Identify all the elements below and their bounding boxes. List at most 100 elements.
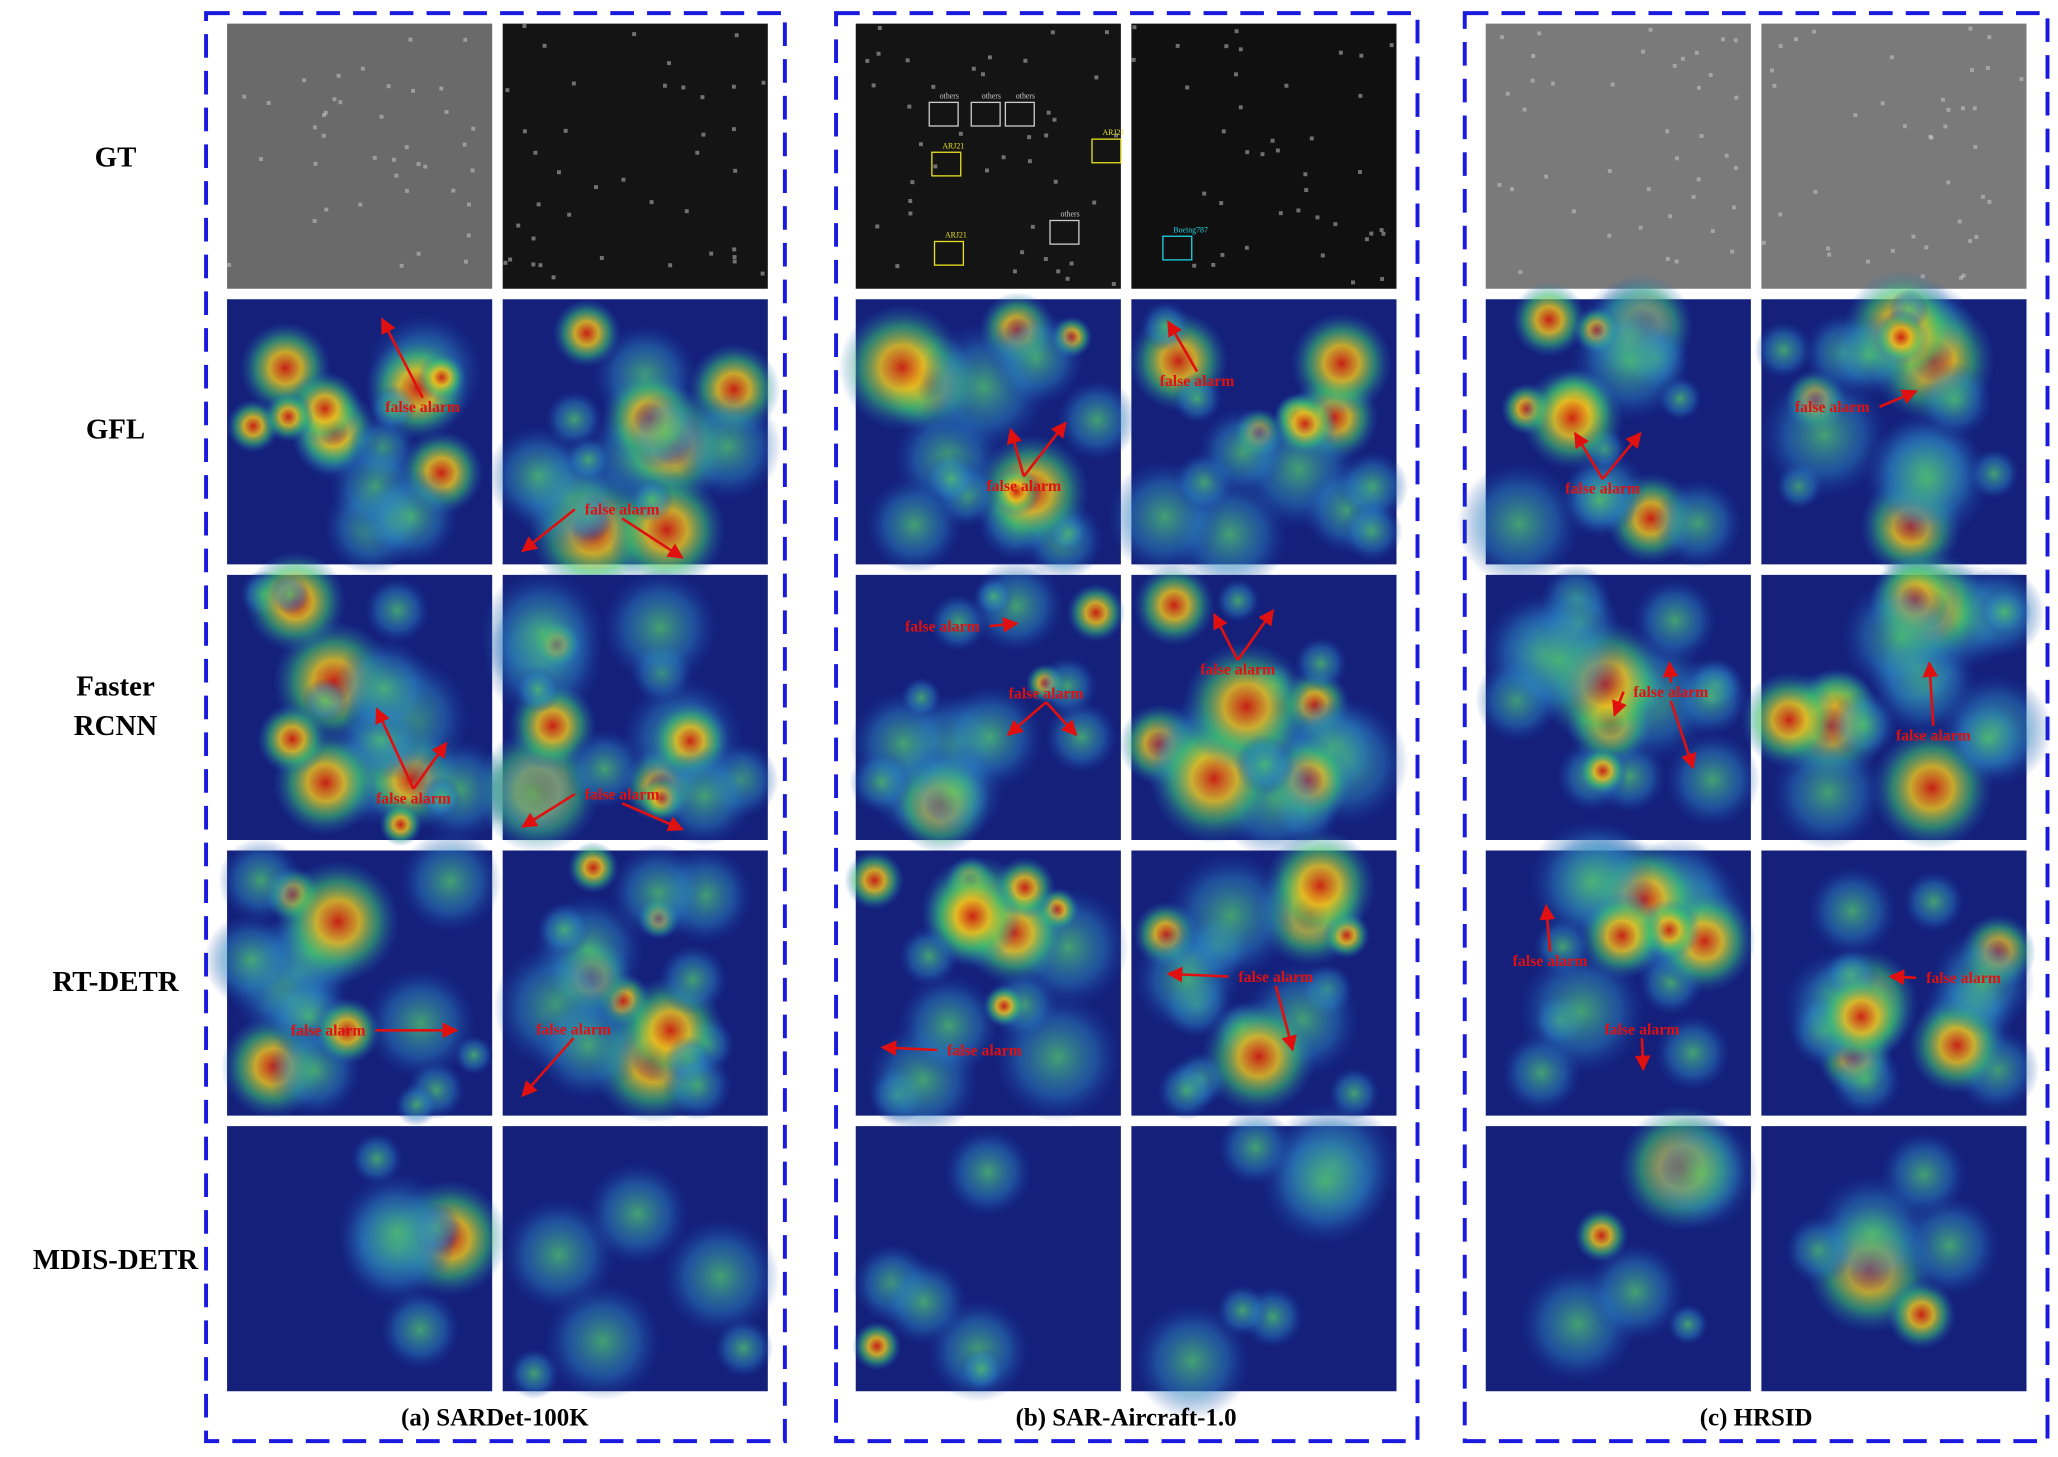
- panel-image: [1118, 564, 1409, 858]
- speckle: [324, 207, 329, 212]
- heat-blob: [1670, 657, 1751, 737]
- speckle: [571, 81, 576, 86]
- speckle: [1960, 106, 1965, 111]
- speckle: [931, 84, 936, 89]
- heat-blob: [313, 997, 381, 1065]
- speckle: [567, 212, 572, 217]
- speckle: [313, 161, 318, 166]
- speckle: [649, 200, 654, 205]
- annotation-label: false alarm: [536, 1021, 611, 1038]
- heat-blob: [543, 1282, 662, 1401]
- speckle: [1111, 281, 1116, 286]
- annotation-arrow: [521, 508, 576, 553]
- heat-blob: [1216, 1284, 1269, 1337]
- speckle: [895, 264, 900, 269]
- heat-blob: [269, 574, 311, 615]
- panel-image: [204, 829, 502, 1127]
- speckle: [1357, 170, 1362, 174]
- speckle: [1001, 155, 1006, 160]
- annotation-arrow: [1274, 985, 1297, 1052]
- speckle: [1050, 30, 1055, 35]
- speckle: [1315, 215, 1320, 220]
- speckle: [1303, 172, 1308, 177]
- speckle: [471, 126, 476, 131]
- speckle: [1379, 228, 1384, 233]
- speckle: [1941, 97, 1945, 102]
- heat-blob: [1872, 309, 1930, 366]
- speckle: [1046, 110, 1051, 115]
- heat-blob: [336, 1171, 458, 1293]
- speckle: [1694, 50, 1699, 55]
- gt-box: [1162, 235, 1193, 261]
- panel-image: [1740, 549, 2053, 850]
- speckle: [1981, 194, 1985, 199]
- speckle: [907, 104, 912, 109]
- image-bg: [1485, 23, 1751, 289]
- speckle: [1672, 63, 1677, 68]
- speckle: [1959, 275, 1963, 280]
- speckle: [1890, 248, 1895, 253]
- speckle: [1531, 53, 1536, 58]
- speckle: [360, 66, 365, 71]
- annotation-label: false alarm: [585, 502, 660, 519]
- speckle: [394, 173, 399, 178]
- heat-blob: [1133, 1302, 1252, 1420]
- heat-blob: [880, 1258, 968, 1346]
- speckle: [918, 142, 923, 147]
- speckle: [1793, 37, 1798, 42]
- annotation-arrow: [1166, 966, 1229, 983]
- speckle: [1733, 165, 1738, 170]
- heat-blob: [333, 637, 436, 740]
- annotation-arrow: [989, 616, 1019, 633]
- gt-box: [1091, 138, 1122, 164]
- speckle: [466, 233, 471, 238]
- speckle: [1114, 133, 1118, 138]
- heat-blob: [564, 728, 645, 810]
- speckle: [871, 83, 876, 88]
- speckle: [563, 128, 568, 133]
- speckle: [1522, 107, 1527, 112]
- annotation-arrow: [621, 517, 684, 559]
- heat-blob: [453, 1035, 494, 1076]
- heat-blob: [657, 944, 729, 1016]
- speckle: [1770, 68, 1774, 73]
- heat-blob: [204, 913, 298, 1007]
- heat-blob: [1293, 636, 1348, 691]
- annotation-label: false alarm: [986, 478, 1061, 495]
- speckle: [470, 168, 475, 173]
- annotation-label: false alarm: [1926, 970, 2001, 987]
- speckle: [1381, 231, 1386, 236]
- speckle: [1691, 195, 1696, 199]
- heat-blob: [1754, 321, 1813, 380]
- panel-image: [1456, 274, 1751, 586]
- heat-blob: [852, 1321, 902, 1371]
- speckle: [1359, 53, 1364, 58]
- annotation-label: false alarm: [1200, 662, 1275, 679]
- annotation-arrow: [1888, 969, 1917, 986]
- speckle: [404, 188, 409, 193]
- speckle: [1320, 253, 1325, 258]
- speckle: [323, 110, 328, 115]
- heat-blob: [1574, 1208, 1629, 1263]
- speckle: [1510, 187, 1514, 192]
- annotation-arrow: [621, 802, 684, 832]
- annotation-arrow: [1601, 431, 1642, 480]
- speckle: [1928, 134, 1933, 139]
- annotation-arrow: [380, 317, 424, 399]
- speckle: [1012, 269, 1017, 274]
- speckle: [632, 32, 637, 37]
- panel-image: [226, 299, 493, 575]
- gt-box: [928, 101, 959, 127]
- heat-blob: [629, 478, 674, 522]
- panel-image: [849, 558, 1126, 854]
- speckle: [1865, 259, 1870, 264]
- gt-class-label: Boeing787: [1173, 225, 1208, 234]
- heat-blob: [420, 776, 463, 820]
- speckle: [1969, 68, 1974, 73]
- heat-blob: [1133, 564, 1215, 646]
- speckle: [908, 199, 913, 203]
- heat-blob: [903, 740, 1005, 842]
- heat-blob: [533, 989, 644, 1101]
